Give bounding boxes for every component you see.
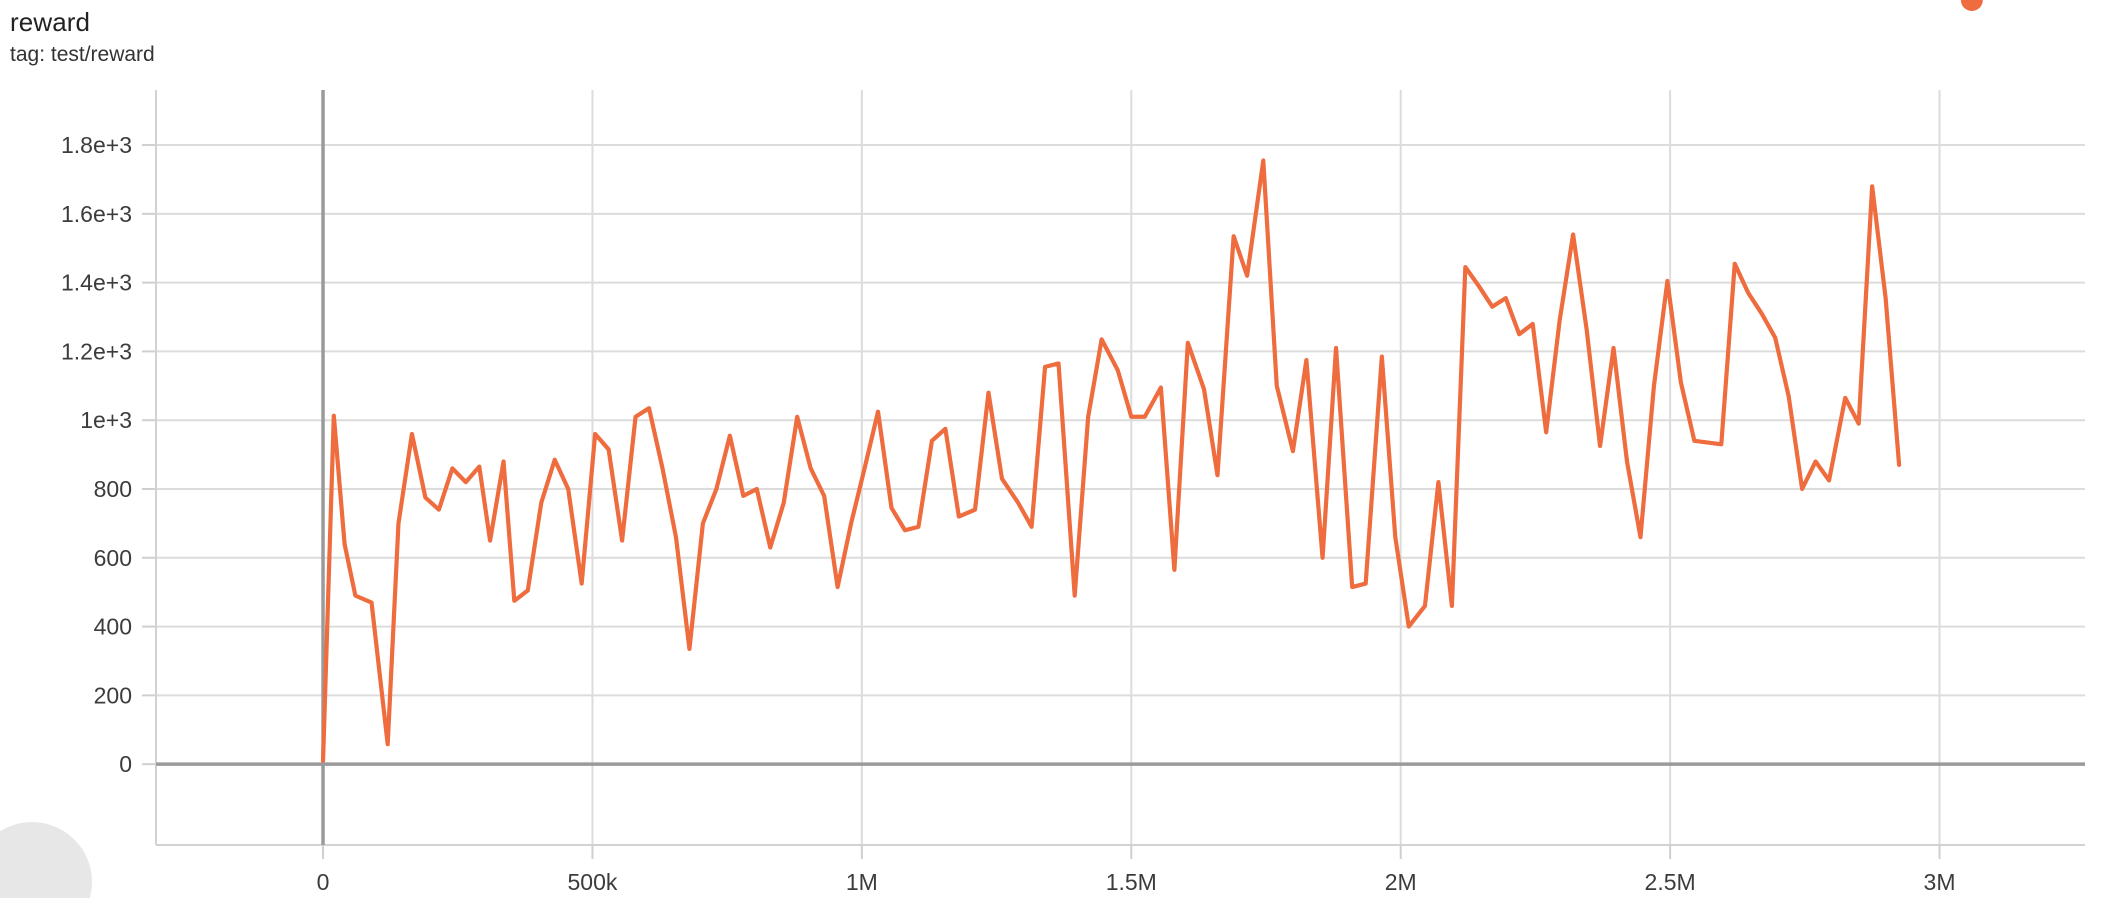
grid-layer	[142, 90, 2085, 859]
y-axis-tick-label: 1.2e+3	[61, 338, 132, 364]
page-title: reward	[10, 7, 91, 37]
x-axis-tick-label: 1.5M	[1106, 869, 1157, 895]
x-axis-tick-label: 1M	[846, 869, 878, 895]
y-axis-tick-label: 200	[94, 682, 132, 708]
x-axis-tick-labels: 0 500k 1M 1.5M 2M 2.5M 3M	[317, 869, 1956, 895]
y-axis-tick-label: 600	[94, 545, 132, 571]
chart-tag-label: tag: test/reward	[10, 42, 155, 66]
y-axis-tick-label: 0	[119, 751, 132, 777]
series-layer	[320, 0, 1983, 763]
y-axis-tick-label: 800	[94, 476, 132, 502]
y-axis-tick-label: 400	[94, 614, 132, 640]
series-line[interactable]	[320, 158, 1902, 763]
x-axis-tick-label: 3M	[1924, 869, 1956, 895]
x-axis-tick-label: 0	[317, 869, 330, 895]
y-axis-tick-label: 1.8e+3	[61, 132, 132, 158]
y-axis-tick-label: 1.6e+3	[61, 201, 132, 227]
y-axis-tick-label: 1e+3	[80, 407, 132, 433]
series-endpoint-marker[interactable]	[1960, 0, 1983, 11]
y-axis-tick-label: 1.4e+3	[61, 270, 132, 296]
x-axis-tick-label: 500k	[568, 869, 618, 895]
plot-frame	[155, 90, 2085, 846]
x-axis-tick-label: 2.5M	[1645, 869, 1696, 895]
x-axis-tick-label: 2M	[1385, 869, 1417, 895]
y-axis-tick-labels: 0 200 400 600 800 1e+3 1.2e+3 1.4e+3 1.6e+3 1.8e+…	[61, 132, 132, 777]
axis-layer	[156, 90, 2085, 845]
chart-header: reward tag: test/reward	[10, 6, 155, 68]
